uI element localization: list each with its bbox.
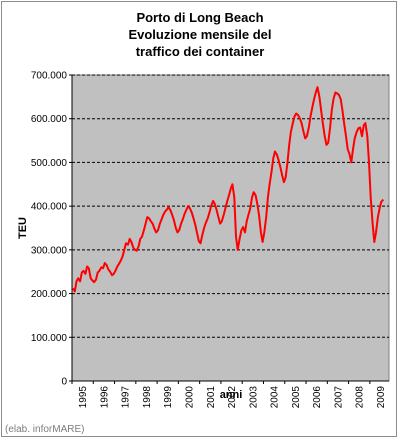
y-tick-label: 100.000	[31, 333, 68, 344]
y-tick-label: 0	[61, 377, 67, 388]
series-line-teu	[72, 86, 385, 293]
x-tick-label: 1996	[99, 386, 110, 409]
x-tick-label: 1995	[78, 386, 89, 409]
y-tick-label: 300.000	[31, 245, 68, 256]
axes	[69, 74, 389, 384]
x-tick-labels: 1995 1996 1997 1998 1999 2000 2001 2002 2003 2004…	[78, 386, 387, 409]
x-tick-label: 2006	[312, 386, 323, 409]
title-line-2: Evoluzione mensile del	[128, 27, 272, 42]
y-tick-label: 400.000	[31, 202, 68, 213]
y-tick-label: 700.000	[31, 71, 68, 82]
title-line-1: Porto di Long Beach	[136, 10, 264, 25]
y-tick-label: 600.000	[31, 114, 68, 125]
x-tick-label: 1997	[121, 386, 132, 409]
x-tick-label: 2008	[355, 386, 366, 409]
y-axis-label: TEU	[17, 217, 29, 239]
x-tick-label: 2009	[376, 386, 387, 409]
x-tick-label: 2001	[206, 386, 217, 409]
title-line-3: traffico dei container	[135, 44, 265, 59]
source-credit: (elab. inforMARE)	[5, 424, 85, 435]
x-axis-label: anni	[220, 389, 243, 401]
x-tick-label: 2004	[270, 386, 281, 409]
x-tick-label: 2003	[248, 386, 259, 409]
y-tick-labels: 0 100.000 200.000 300.000 400.000 500.000 600.…	[31, 71, 68, 388]
x-tick-label: 1999	[163, 386, 174, 409]
x-tick-label: 1998	[142, 386, 153, 409]
y-tick-label: 200.000	[31, 289, 68, 300]
chart-title: Porto di Long Beach Evoluzione mensile d…	[0, 9, 400, 60]
x-tick-label: 2005	[291, 386, 302, 409]
y-tick-label: 500.000	[31, 158, 68, 169]
x-tick-label: 2007	[333, 386, 344, 409]
x-tick-label: 2000	[185, 386, 196, 409]
plot-area	[71, 74, 390, 382]
x-tick-label: 2002	[227, 386, 238, 409]
